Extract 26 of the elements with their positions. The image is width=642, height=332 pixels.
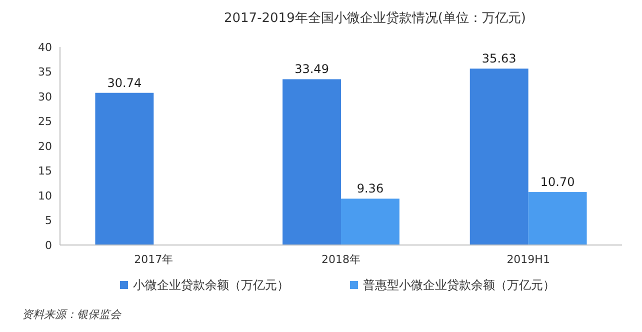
y-tick-label: 20: [38, 140, 52, 153]
text: 9.36: [356, 182, 384, 196]
legend-label: 小微企业贷款余额（万亿元）: [133, 278, 289, 292]
x-tick-label: 2019H1: [506, 253, 550, 266]
y-tick-label: 10: [38, 189, 52, 202]
y-tick-label: 40: [38, 40, 52, 54]
y-tick-label: 0: [45, 238, 52, 252]
bar: [470, 68, 528, 245]
y-tick-label: 25: [38, 115, 52, 128]
y-tick-label: 35: [38, 66, 52, 79]
bar: [341, 198, 400, 245]
y-tick-label: 30: [38, 90, 52, 104]
bar: [528, 192, 587, 245]
bar: [95, 92, 154, 245]
x-tick-label: 2017年: [134, 253, 174, 266]
text: 33.49: [294, 62, 329, 76]
bar: [282, 79, 341, 245]
chart-title: 2017-2019年全国小微企业贷款情况(单位：万亿元): [224, 11, 526, 26]
x-tick-label: 2018年: [322, 253, 360, 266]
legend-label: 普惠型小微企业贷款余额（万亿元）: [363, 278, 555, 292]
y-tick-label: 5: [45, 214, 52, 228]
text: 资料来源：银保监会: [22, 308, 122, 321]
text: 35.63: [482, 52, 516, 66]
text: 30.74: [107, 76, 142, 90]
y-tick-label: 15: [38, 164, 52, 178]
text: 10.70: [540, 175, 575, 190]
